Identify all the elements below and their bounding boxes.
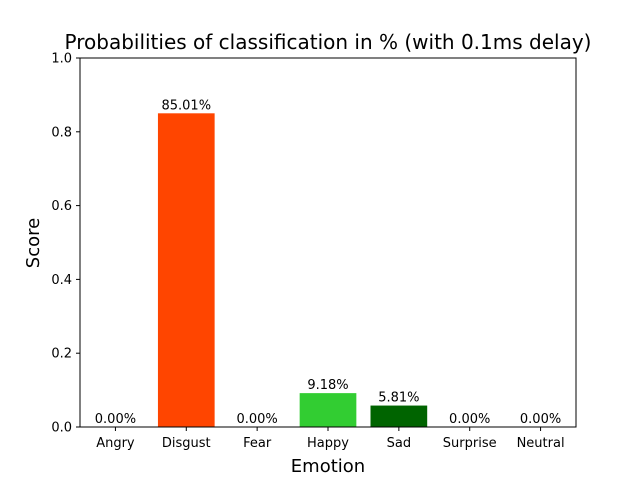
x-tick-label: Happy (307, 436, 349, 451)
chart-title: Probabilities of classification in % (wi… (65, 30, 592, 54)
x-tick-label: Fear (243, 436, 272, 451)
y-axis-label: Score (23, 218, 44, 268)
x-tick-label: Disgust (162, 436, 211, 451)
x-tick-label: Angry (96, 436, 135, 451)
x-tick-label: Neutral (517, 436, 565, 451)
y-tick-label: 0.0 (51, 421, 72, 436)
bar-disgust (157, 113, 215, 427)
x-tick-label: Sad (387, 436, 411, 451)
bar-value-label: 0.00% (520, 412, 561, 427)
x-axis-label: Emotion (291, 456, 365, 477)
y-tick-label: 0.6 (51, 199, 72, 214)
y-tick-label: 1.0 (51, 52, 72, 67)
bar-value-label: 9.18% (307, 378, 348, 393)
x-tick-label: Surprise (443, 436, 497, 451)
bar-value-label: 0.00% (236, 412, 277, 427)
y-tick-label: 0.8 (51, 125, 72, 140)
y-tick-label: 0.2 (51, 347, 72, 362)
bar-value-label: 5.81% (378, 391, 419, 406)
bar-sad (370, 405, 428, 427)
bar-value-label: 85.01% (161, 98, 211, 113)
plot-area: 0.0 0.2 0.4 0.6 0.8 1.0 Angry Disgust Fear Happy S… (51, 52, 577, 451)
bar-value-label: 0.00% (449, 412, 490, 427)
y-tick-label: 0.4 (51, 273, 72, 288)
bar-happy (299, 393, 357, 427)
bar-value-label: 0.00% (95, 412, 136, 427)
